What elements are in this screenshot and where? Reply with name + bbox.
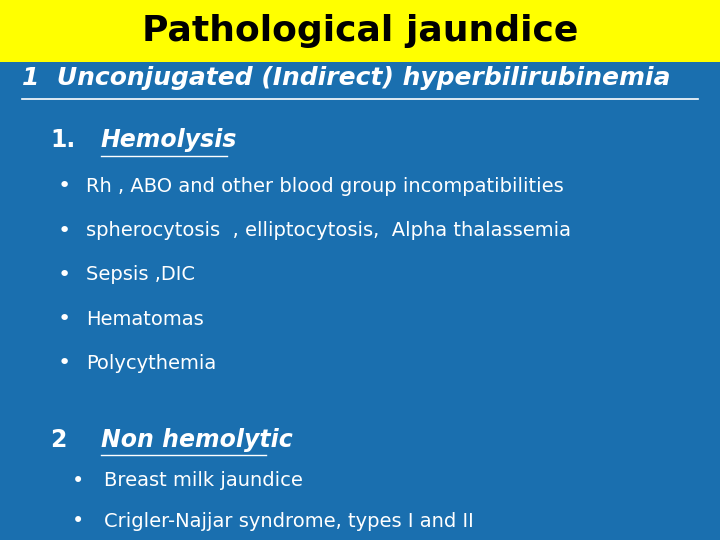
Text: 2: 2: [50, 428, 67, 452]
Text: •: •: [72, 511, 84, 531]
Text: 1.: 1.: [50, 129, 76, 152]
Text: •: •: [58, 309, 71, 329]
Text: Non hemolytic: Non hemolytic: [101, 428, 292, 452]
Text: Hemolysis: Hemolysis: [101, 129, 238, 152]
Text: Crigler-Najjar syndrome, types I and II: Crigler-Najjar syndrome, types I and II: [104, 511, 474, 531]
Text: Sepsis ,DIC: Sepsis ,DIC: [86, 265, 195, 285]
Text: •: •: [58, 353, 71, 374]
Text: spherocytosis  , elliptocytosis,  Alpha thalassemia: spherocytosis , elliptocytosis, Alpha th…: [86, 221, 572, 240]
Text: Hematomas: Hematomas: [86, 309, 204, 329]
Text: •: •: [58, 265, 71, 285]
FancyBboxPatch shape: [0, 0, 720, 62]
Text: 1  Unconjugated (Indirect) hyperbilirubinemia: 1 Unconjugated (Indirect) hyperbilirubin…: [22, 66, 670, 90]
Text: •: •: [72, 470, 84, 491]
Text: Pathological jaundice: Pathological jaundice: [142, 14, 578, 48]
Text: Polycythemia: Polycythemia: [86, 354, 217, 373]
Text: •: •: [58, 176, 71, 197]
Text: Breast milk jaundice: Breast milk jaundice: [104, 471, 303, 490]
Text: •: •: [58, 220, 71, 241]
Text: Rh , ABO and other blood group incompatibilities: Rh , ABO and other blood group incompati…: [86, 177, 564, 196]
